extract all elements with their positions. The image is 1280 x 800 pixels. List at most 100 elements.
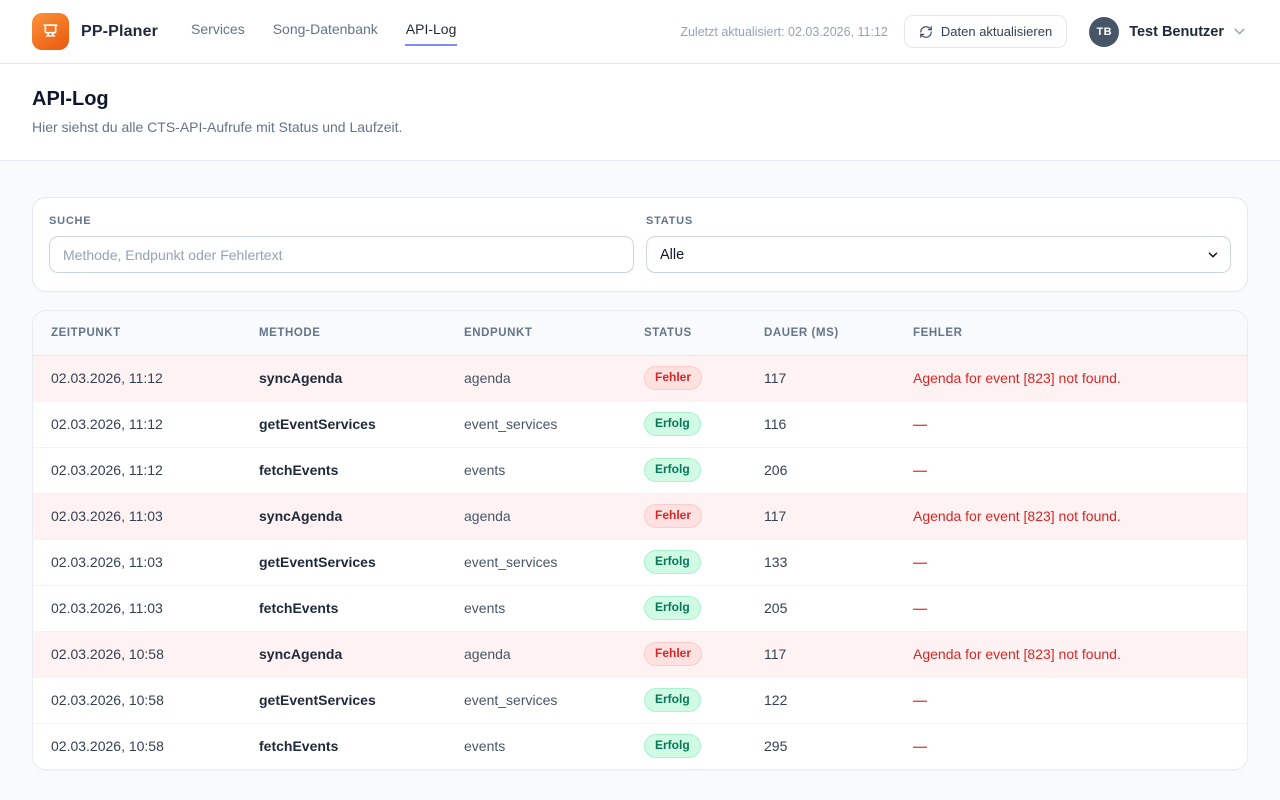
table-body: 02.03.2026, 11:12 syncAgenda agenda Fehler 1… xyxy=(33,355,1247,769)
column-header-fehler: FEHLER xyxy=(895,311,1247,356)
main-nav: Services Song-Datenbank API-Log xyxy=(190,17,458,46)
cell-method: fetchEvents xyxy=(241,584,446,631)
cell-status: Erfolg xyxy=(626,446,746,493)
cell-status: Erfolg xyxy=(626,584,746,631)
cell-error: Agenda for event [823] not found. xyxy=(895,355,1247,401)
user-name: Test Benutzer xyxy=(1129,23,1224,40)
cell-method: fetchEvents xyxy=(241,722,446,769)
cell-endpoint: event_services xyxy=(446,538,626,585)
cell-status: Erfolg xyxy=(626,400,746,447)
cell-endpoint: event_services xyxy=(446,676,626,723)
cell-error: — xyxy=(895,584,1247,631)
cell-timestamp: 02.03.2026, 11:12 xyxy=(33,446,241,493)
log-row: 02.03.2026, 11:12 fetchEvents events Erfolg… xyxy=(33,446,1247,493)
last-updated-text: Zuletzt aktualisiert: 02.03.2026, 11:12 xyxy=(680,24,888,39)
log-row: 02.03.2026, 11:03 syncAgenda agenda Fehler 1… xyxy=(33,492,1247,539)
cell-status: Fehler xyxy=(626,492,746,539)
cell-timestamp: 02.03.2026, 10:58 xyxy=(33,676,241,723)
cell-method: getEventServices xyxy=(241,538,446,585)
cell-method: fetchEvents xyxy=(241,446,446,493)
brand-name: PP-Planer xyxy=(81,22,159,40)
cell-method: syncAgenda xyxy=(241,492,446,539)
page-heading: API-Log Hier siehst du alle CTS-API-Aufr… xyxy=(0,64,1280,161)
cell-status: Erfolg xyxy=(626,676,746,723)
log-row: 02.03.2026, 11:12 syncAgenda agenda Fehler 1… xyxy=(33,355,1247,401)
cell-duration: 117 xyxy=(746,355,895,401)
column-header-endpunkt: ENDPUNKT xyxy=(446,311,626,356)
status-badge: Erfolg xyxy=(644,734,701,759)
cell-error: — xyxy=(895,722,1247,769)
cell-error: — xyxy=(895,538,1247,585)
column-header-methode: METHODE xyxy=(241,311,446,356)
search-label: SUCHE xyxy=(49,215,92,227)
cell-endpoint: agenda xyxy=(446,355,626,401)
status-badge: Erfolg xyxy=(644,688,701,712)
status-badge: Fehler xyxy=(644,366,703,390)
cell-duration: 133 xyxy=(746,538,895,585)
cell-duration: 205 xyxy=(746,584,895,631)
api-log-table: ZEITPUNKT METHODE ENDPUNKT STATUS DAUER … xyxy=(33,311,1247,769)
cell-status: Fehler xyxy=(626,630,746,677)
cell-error: Agenda for event [823] not found. xyxy=(895,630,1247,677)
status-badge: Erfolg xyxy=(644,458,701,482)
cell-timestamp: 02.03.2026, 11:12 xyxy=(33,400,241,447)
log-row: 02.03.2026, 11:03 fetchEvents events Erfolg… xyxy=(33,584,1247,631)
cell-error: — xyxy=(895,676,1247,723)
status-label: STATUS xyxy=(646,215,693,227)
cell-status: Fehler xyxy=(626,355,746,401)
cell-status: Erfolg xyxy=(626,722,746,769)
cell-endpoint: events xyxy=(446,584,626,631)
filter-card: SUCHE STATUS Alle xyxy=(32,197,1248,292)
page-subtitle: Hier siehst du alle CTS-API-Aufrufe mit … xyxy=(32,119,403,135)
app-logo xyxy=(32,13,69,50)
cell-endpoint: event_services xyxy=(446,400,626,447)
user-menu[interactable]: TB Test Benutzer xyxy=(1089,16,1248,47)
cell-timestamp: 02.03.2026, 10:58 xyxy=(33,722,241,769)
refresh-button-label: Daten aktualisieren xyxy=(940,24,1053,39)
cell-error: — xyxy=(895,400,1247,447)
column-header-status: STATUS xyxy=(626,311,746,356)
nav-item-api-log[interactable]: API-Log xyxy=(404,17,458,46)
status-badge: Erfolg xyxy=(644,596,701,620)
cell-duration: 206 xyxy=(746,446,895,493)
nav-item-services[interactable]: Services xyxy=(191,21,245,37)
log-row: 02.03.2026, 10:58 fetchEvents events Erfolg… xyxy=(33,722,1247,769)
cell-error: — xyxy=(895,446,1247,493)
refresh-button[interactable]: Daten aktualisieren xyxy=(903,15,1068,48)
log-row: 02.03.2026, 11:12 getEventServices event_s… xyxy=(33,400,1247,447)
table-header-row: ZEITPUNKT METHODE ENDPUNKT STATUS DAUER … xyxy=(33,311,1247,356)
cell-endpoint: events xyxy=(446,722,626,769)
cell-method: syncAgenda xyxy=(241,355,446,401)
cell-endpoint: agenda xyxy=(446,630,626,677)
cell-endpoint: agenda xyxy=(446,492,626,539)
cell-duration: 117 xyxy=(746,492,895,539)
cell-timestamp: 02.03.2026, 11:03 xyxy=(33,492,241,539)
cell-duration: 116 xyxy=(746,400,895,447)
refresh-icon xyxy=(919,25,933,39)
cell-timestamp: 02.03.2026, 11:03 xyxy=(33,584,241,631)
log-row: 02.03.2026, 11:03 getEventServices event_s… xyxy=(33,538,1247,585)
log-row: 02.03.2026, 10:58 getEventServices event_s… xyxy=(33,676,1247,723)
nav-item-song-datenbank[interactable]: Song-Datenbank xyxy=(272,21,378,37)
cell-duration: 117 xyxy=(746,630,895,677)
column-header-dauer: DAUER (MS) xyxy=(746,311,895,356)
status-badge: Fehler xyxy=(644,504,703,528)
cell-method: getEventServices xyxy=(241,676,446,723)
search-field-group: SUCHE xyxy=(49,215,634,273)
main-content: SUCHE STATUS Alle xyxy=(0,161,1280,770)
api-log-table-card: ZEITPUNKT METHODE ENDPUNKT STATUS DAUER … xyxy=(32,310,1248,770)
status-badge: Fehler xyxy=(644,642,703,666)
cell-timestamp: 02.03.2026, 11:03 xyxy=(33,538,241,585)
cell-status: Erfolg xyxy=(626,538,746,585)
search-input[interactable] xyxy=(49,236,634,273)
cell-duration: 122 xyxy=(746,676,895,723)
cell-error: Agenda for event [823] not found. xyxy=(895,492,1247,539)
cell-duration: 295 xyxy=(746,722,895,769)
cell-timestamp: 02.03.2026, 11:12 xyxy=(33,355,241,401)
chevron-down-icon xyxy=(1231,23,1248,40)
top-header: PP-Planer Services Song-Datenbank API-Lo… xyxy=(0,0,1280,64)
status-select[interactable]: Alle xyxy=(646,236,1231,273)
cell-endpoint: events xyxy=(446,446,626,493)
status-field-group: STATUS Alle xyxy=(646,215,1231,273)
status-badge: Erfolg xyxy=(644,412,701,436)
